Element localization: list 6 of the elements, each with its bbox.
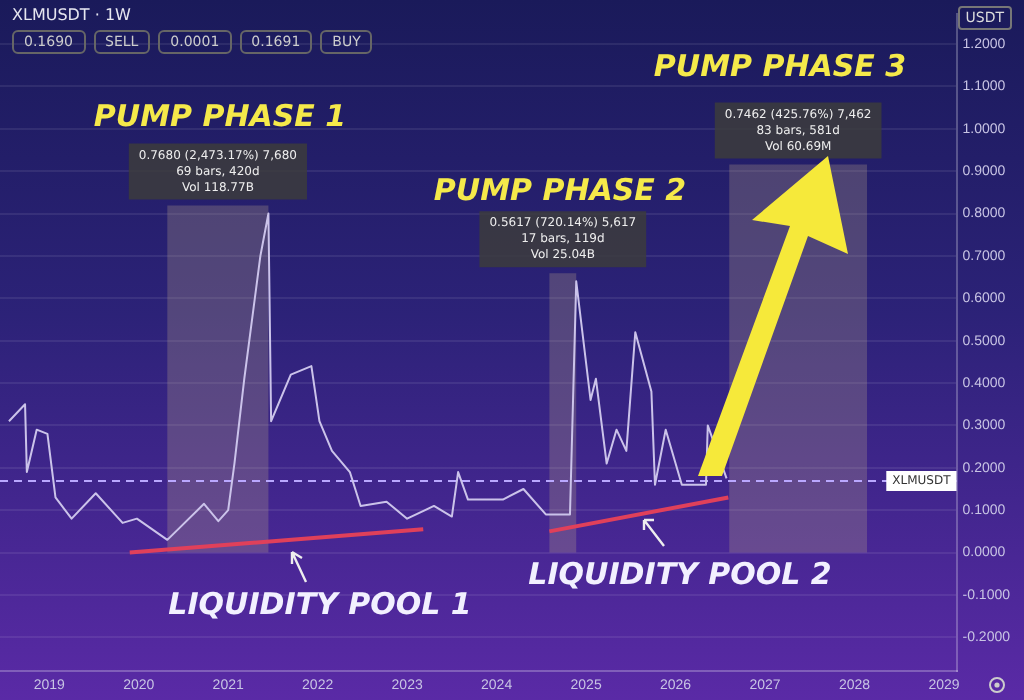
chart-title: XLMUSDT · 1W bbox=[12, 6, 133, 24]
annotation: LIQUIDITY POOL 1 bbox=[168, 586, 472, 622]
annotation: LIQUIDITY POOL 2 bbox=[528, 556, 832, 592]
annotation: PUMP PHASE 1 bbox=[93, 98, 347, 134]
annotation: PUMP PHASE 3 bbox=[653, 48, 907, 84]
annotation: PUMP PHASE 2 bbox=[433, 172, 687, 208]
